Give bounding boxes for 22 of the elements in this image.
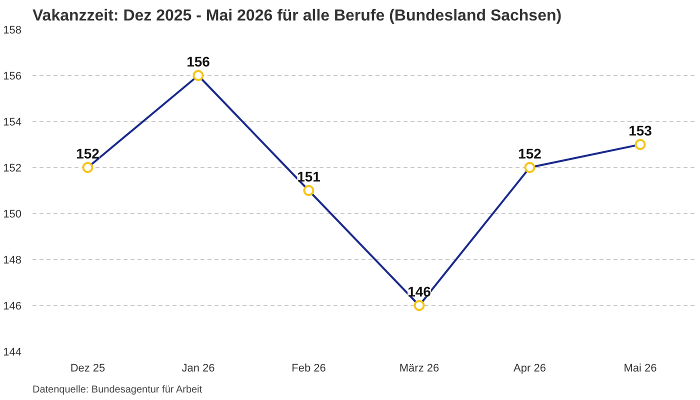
x-tick-label: Mai 26	[624, 362, 657, 374]
x-tick-label: Feb 26	[292, 362, 326, 374]
y-tick-label: 152	[3, 162, 22, 174]
data-label: 146	[408, 284, 432, 300]
x-tick-label: Jan 26	[182, 362, 215, 374]
data-label: 152	[518, 146, 542, 162]
y-tick-label: 146	[3, 300, 22, 312]
y-tick-label: 158	[3, 24, 22, 36]
data-label: 156	[186, 54, 210, 70]
text: Datenquelle: Bundesagentur für Arbeit	[32, 384, 202, 396]
x-tick-label: Apr 26	[514, 362, 546, 374]
x-tick-label: März 26	[399, 362, 440, 374]
chart-title: Vakanzzeit: Dez 2025 - Mai 2026 für alle Berufe (Bundesland Sachsen)	[32, 8, 562, 24]
data-label: 151	[297, 168, 321, 184]
data-label: 153	[628, 122, 652, 138]
data-label: 152	[76, 146, 100, 162]
x-tick-label: Dez 25	[70, 362, 106, 374]
y-tick-label: 150	[3, 208, 22, 220]
y-tick-label: 156	[3, 70, 22, 82]
y-tick-label: 148	[3, 254, 22, 266]
y-tick-label: 154	[3, 116, 22, 128]
y-tick-label: 144	[3, 346, 22, 358]
